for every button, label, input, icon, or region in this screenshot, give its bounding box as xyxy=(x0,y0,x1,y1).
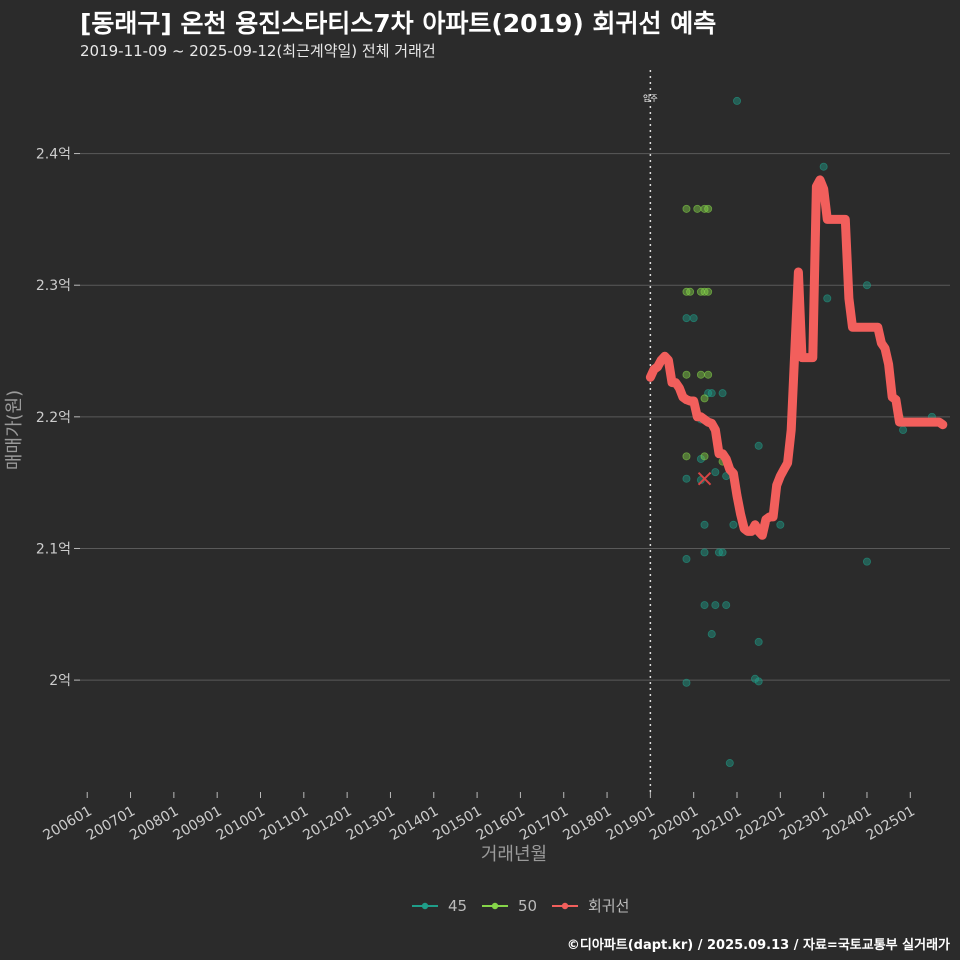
x-tick-label: 202101 xyxy=(690,803,744,844)
move-in-annotation: 입주 xyxy=(643,70,658,792)
point-45 xyxy=(682,474,691,483)
move-in-label: 입주 xyxy=(643,94,658,103)
point-50 xyxy=(700,452,709,461)
point-45 xyxy=(707,630,716,639)
point-50 xyxy=(682,452,691,461)
point-45 xyxy=(700,520,709,529)
chart-subtitle: 2019-11-09 ~ 2025-09-12(최근계약일) 전체 거래건 xyxy=(80,42,436,60)
point-45 xyxy=(700,601,709,610)
point-50 xyxy=(696,370,705,379)
x-tick-label: 201801 xyxy=(560,803,614,844)
legend-item-회귀선: 회귀선 xyxy=(552,897,629,915)
legend-key-dot xyxy=(491,902,499,910)
point-45 xyxy=(711,468,720,477)
regression-line xyxy=(645,175,948,540)
point-45 xyxy=(733,96,742,105)
point-45 xyxy=(689,314,698,323)
point-45 xyxy=(707,389,716,398)
point-45 xyxy=(862,281,871,290)
legend: 45 50 회귀선 xyxy=(412,897,629,915)
point-45 xyxy=(682,678,691,687)
legend-item-45: 45 xyxy=(412,897,467,915)
y-axis: 2억 2.1억 2.2억 2.3억 2.4억 xyxy=(36,147,80,689)
point-45 xyxy=(754,441,763,450)
x-tick-label: 201601 xyxy=(474,803,528,844)
x-tick-label: 202301 xyxy=(777,803,831,844)
point-45 xyxy=(819,162,828,171)
data-points xyxy=(682,96,936,768)
y-tick-label: 2억 xyxy=(49,673,71,689)
legend-item-50: 50 xyxy=(482,897,537,915)
latest-trade-marker xyxy=(697,471,712,486)
legend-key-dot xyxy=(421,902,429,910)
x-axis-title: 거래년월 xyxy=(481,844,547,865)
grid-lines xyxy=(80,153,950,681)
x-tick-label: 201001 xyxy=(214,803,268,844)
point-45 xyxy=(754,677,763,686)
x-tick-label: 201101 xyxy=(257,803,311,844)
point-50 xyxy=(704,370,713,379)
x-tick-label: 202201 xyxy=(734,803,788,844)
point-45 xyxy=(682,555,691,564)
regression-path xyxy=(645,175,948,540)
point-45 xyxy=(754,637,763,646)
legend-label: 50 xyxy=(518,897,537,915)
x-tick-label: 201501 xyxy=(430,803,484,844)
point-45 xyxy=(682,314,691,323)
source-caption: ©디아파트(dapt.kr) / 2025.09.13 / 자료=국토교통부 실… xyxy=(566,938,950,953)
point-45 xyxy=(722,601,731,610)
point-45 xyxy=(776,520,785,529)
legend-label: 45 xyxy=(448,897,467,915)
x-axis: 2006012007012008012009012010012011012012… xyxy=(41,792,918,844)
y-tick-label: 2.4억 xyxy=(36,147,71,163)
point-45 xyxy=(711,601,720,610)
point-50 xyxy=(686,287,695,296)
x-tick-label: 202501 xyxy=(864,803,918,844)
x-tick-label: 200601 xyxy=(41,803,95,844)
x-tick-label: 202001 xyxy=(647,803,701,844)
point-45 xyxy=(862,557,871,566)
x-tick-label: 200701 xyxy=(84,803,138,844)
x-tick-label: 201401 xyxy=(387,803,441,844)
point-45 xyxy=(700,548,709,557)
x-tick-label: 201701 xyxy=(517,803,571,844)
y-tick-label: 2.3억 xyxy=(36,278,71,294)
legend-label: 회귀선 xyxy=(588,897,629,915)
point-45 xyxy=(899,425,908,434)
y-axis-title: 매매가(원) xyxy=(4,390,25,470)
point-50 xyxy=(704,287,713,296)
chart-title: [동래구] 온천 용진스타티스7차 아파트(2019) 회귀선 예측 xyxy=(80,9,717,38)
point-45 xyxy=(718,389,727,398)
point-45 xyxy=(729,520,738,529)
x-tick-label: 201301 xyxy=(344,803,398,844)
point-50 xyxy=(704,204,713,213)
y-tick-label: 2.2억 xyxy=(36,410,71,426)
point-50 xyxy=(693,204,702,213)
x-tick-label: 200801 xyxy=(127,803,181,844)
x-tick-label: 200901 xyxy=(170,803,224,844)
legend-key-dot xyxy=(561,902,569,910)
point-50 xyxy=(682,204,691,213)
x-tick-label: 201201 xyxy=(300,803,354,844)
point-50 xyxy=(682,370,691,379)
point-50 xyxy=(700,394,709,403)
point-45 xyxy=(718,548,727,557)
x-tick-label: 202401 xyxy=(820,803,874,844)
latest-trade-x xyxy=(697,471,712,486)
point-45 xyxy=(823,294,832,303)
y-tick-label: 2.1억 xyxy=(36,541,71,557)
point-45 xyxy=(725,759,734,768)
x-tick-label: 201901 xyxy=(604,803,658,844)
